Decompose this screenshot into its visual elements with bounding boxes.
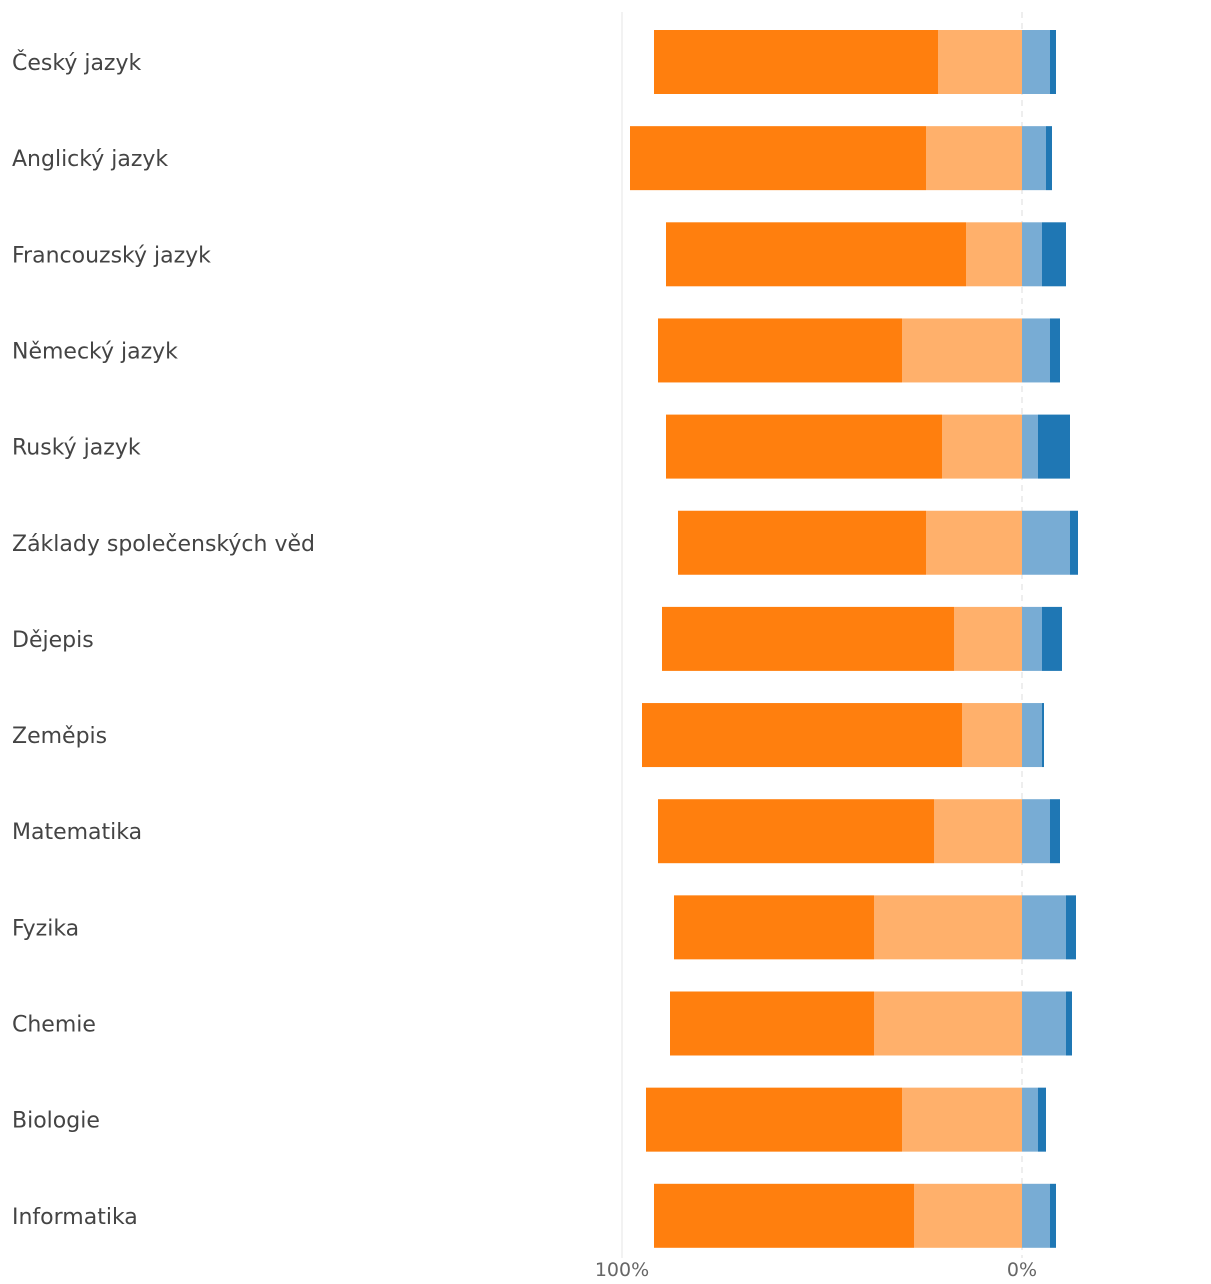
bar-segment-right — [1022, 222, 1042, 287]
category-label: Biologie — [12, 1109, 100, 1134]
bar-segment-left — [874, 991, 1022, 1056]
bar-segment-right — [1022, 991, 1066, 1056]
bar-segment-left — [666, 414, 942, 479]
category-label: Francouzský jazyk — [12, 243, 211, 268]
category-label: Zeměpis — [12, 724, 107, 749]
bar-segment-right — [1022, 606, 1042, 671]
bar-segment-right — [1042, 606, 1062, 671]
bar-segment-right — [1050, 799, 1060, 864]
x-tick-label: 100% — [595, 1259, 649, 1281]
bar-segment-right — [1070, 510, 1078, 575]
bar-segment-left — [642, 703, 962, 768]
bar-segment-left — [662, 606, 954, 671]
category-label: Základy společenských věd — [12, 532, 315, 557]
bar-segment-left — [666, 222, 966, 287]
bar-segment-left — [966, 222, 1022, 287]
bar-segment-right — [1066, 991, 1072, 1056]
category-label: Německý jazyk — [12, 339, 178, 364]
bar-segment-left — [654, 1183, 914, 1248]
bars-layer — [630, 30, 1078, 1248]
bar-segment-left — [926, 126, 1022, 191]
bar-segment-right — [1038, 1087, 1046, 1152]
bar-segment-right — [1066, 895, 1076, 960]
category-label: Ruský jazyk — [12, 436, 141, 461]
bar-segment-left — [678, 510, 926, 575]
bar-segment-right — [1050, 30, 1056, 94]
bar-segment-left — [654, 30, 938, 94]
bar-segment-right — [1046, 126, 1052, 191]
bar-segment-left — [934, 799, 1022, 864]
bar-segment-left — [674, 895, 874, 960]
category-label: Anglický jazyk — [12, 147, 168, 172]
bar-segment-left — [658, 318, 902, 383]
bar-segment-right — [1022, 318, 1050, 383]
category-label: Chemie — [12, 1013, 96, 1038]
bar-segment-left — [630, 126, 926, 191]
bar-segment-left — [914, 1183, 1022, 1248]
category-label: Dějepis — [12, 628, 94, 653]
bar-segment-right — [1038, 414, 1070, 479]
bar-segment-left — [646, 1087, 902, 1152]
bar-segment-left — [942, 414, 1022, 479]
bar-segment-right — [1022, 1183, 1050, 1248]
bar-segment-right — [1042, 222, 1066, 287]
category-label: Fyzika — [12, 916, 79, 941]
bar-segment-left — [902, 318, 1022, 383]
bar-segment-right — [1022, 126, 1046, 191]
bar-segment-left — [938, 30, 1022, 94]
bar-segment-right — [1022, 414, 1038, 479]
x-axis-ticks: 100% 0% — [595, 1259, 1037, 1281]
category-label: Matematika — [12, 820, 142, 845]
bar-segment-left — [874, 895, 1022, 960]
bar-segment-right — [1022, 799, 1050, 864]
x-tick-label: 0% — [1007, 1259, 1037, 1281]
bar-segment-right — [1050, 318, 1060, 383]
bar-segment-right — [1022, 895, 1066, 960]
bar-segment-right — [1022, 30, 1050, 94]
category-label: Český jazyk — [12, 50, 141, 76]
bar-segment-right — [1050, 1183, 1056, 1248]
bar-segment-left — [926, 510, 1022, 575]
bar-segment-right — [1022, 1087, 1038, 1152]
bar-segment-right — [1022, 510, 1070, 575]
bar-segment-left — [670, 991, 874, 1056]
bar-segment-left — [658, 799, 934, 864]
bar-segment-left — [962, 703, 1022, 768]
bar-segment-right — [1042, 703, 1044, 768]
category-labels: Český jazyk Anglický jazyk Francouzský jaz… — [12, 50, 315, 1230]
bar-segment-left — [902, 1087, 1022, 1152]
category-label: Informatika — [12, 1205, 138, 1230]
bar-segment-right — [1022, 703, 1042, 768]
bar-segment-left — [954, 606, 1022, 671]
